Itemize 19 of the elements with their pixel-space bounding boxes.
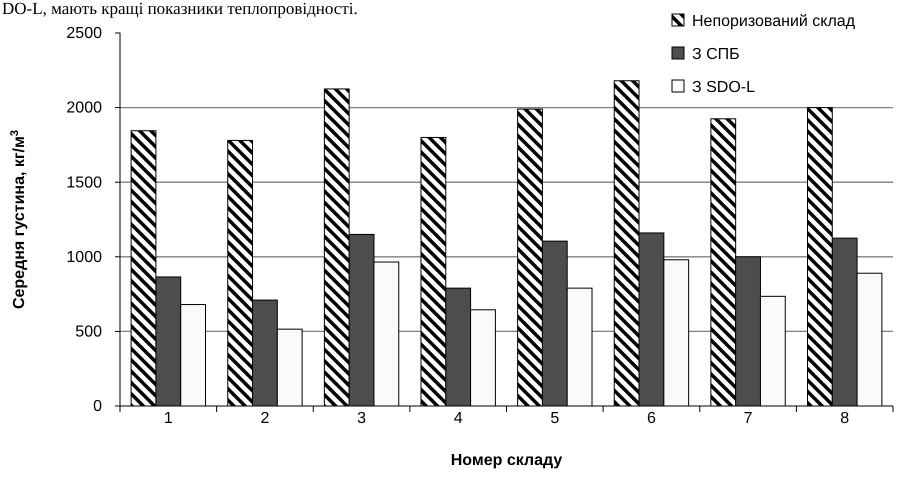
y-tick-label: 500 <box>75 324 102 341</box>
x-tick-label: 1 <box>164 410 173 427</box>
x-tick-label: 8 <box>840 410 850 427</box>
y-tick-label: 1000 <box>66 248 102 266</box>
y-tick-label: 1500 <box>66 174 102 192</box>
x-tick-label: 5 <box>550 410 560 427</box>
legend-label: З СПБ <box>692 46 740 63</box>
x-tick-label: 3 <box>357 410 366 427</box>
x-tick-label: 7 <box>744 410 753 427</box>
y-tick-label: 2000 <box>66 100 102 117</box>
x-tick-label: 4 <box>454 410 463 427</box>
x-tick-label: 2 <box>260 410 270 427</box>
legend-label: Непоризований склад <box>692 13 856 30</box>
x-axis-title: Номер складу <box>450 452 562 469</box>
x-tick-label: 6 <box>646 410 656 427</box>
text: DO-L, мають кращі показники теплопровідності. <box>2 0 358 18</box>
y-tick-label: 2500 <box>66 25 102 42</box>
y-tick-label: 0 <box>93 398 102 416</box>
legend-label: З SDO-L <box>692 79 756 96</box>
